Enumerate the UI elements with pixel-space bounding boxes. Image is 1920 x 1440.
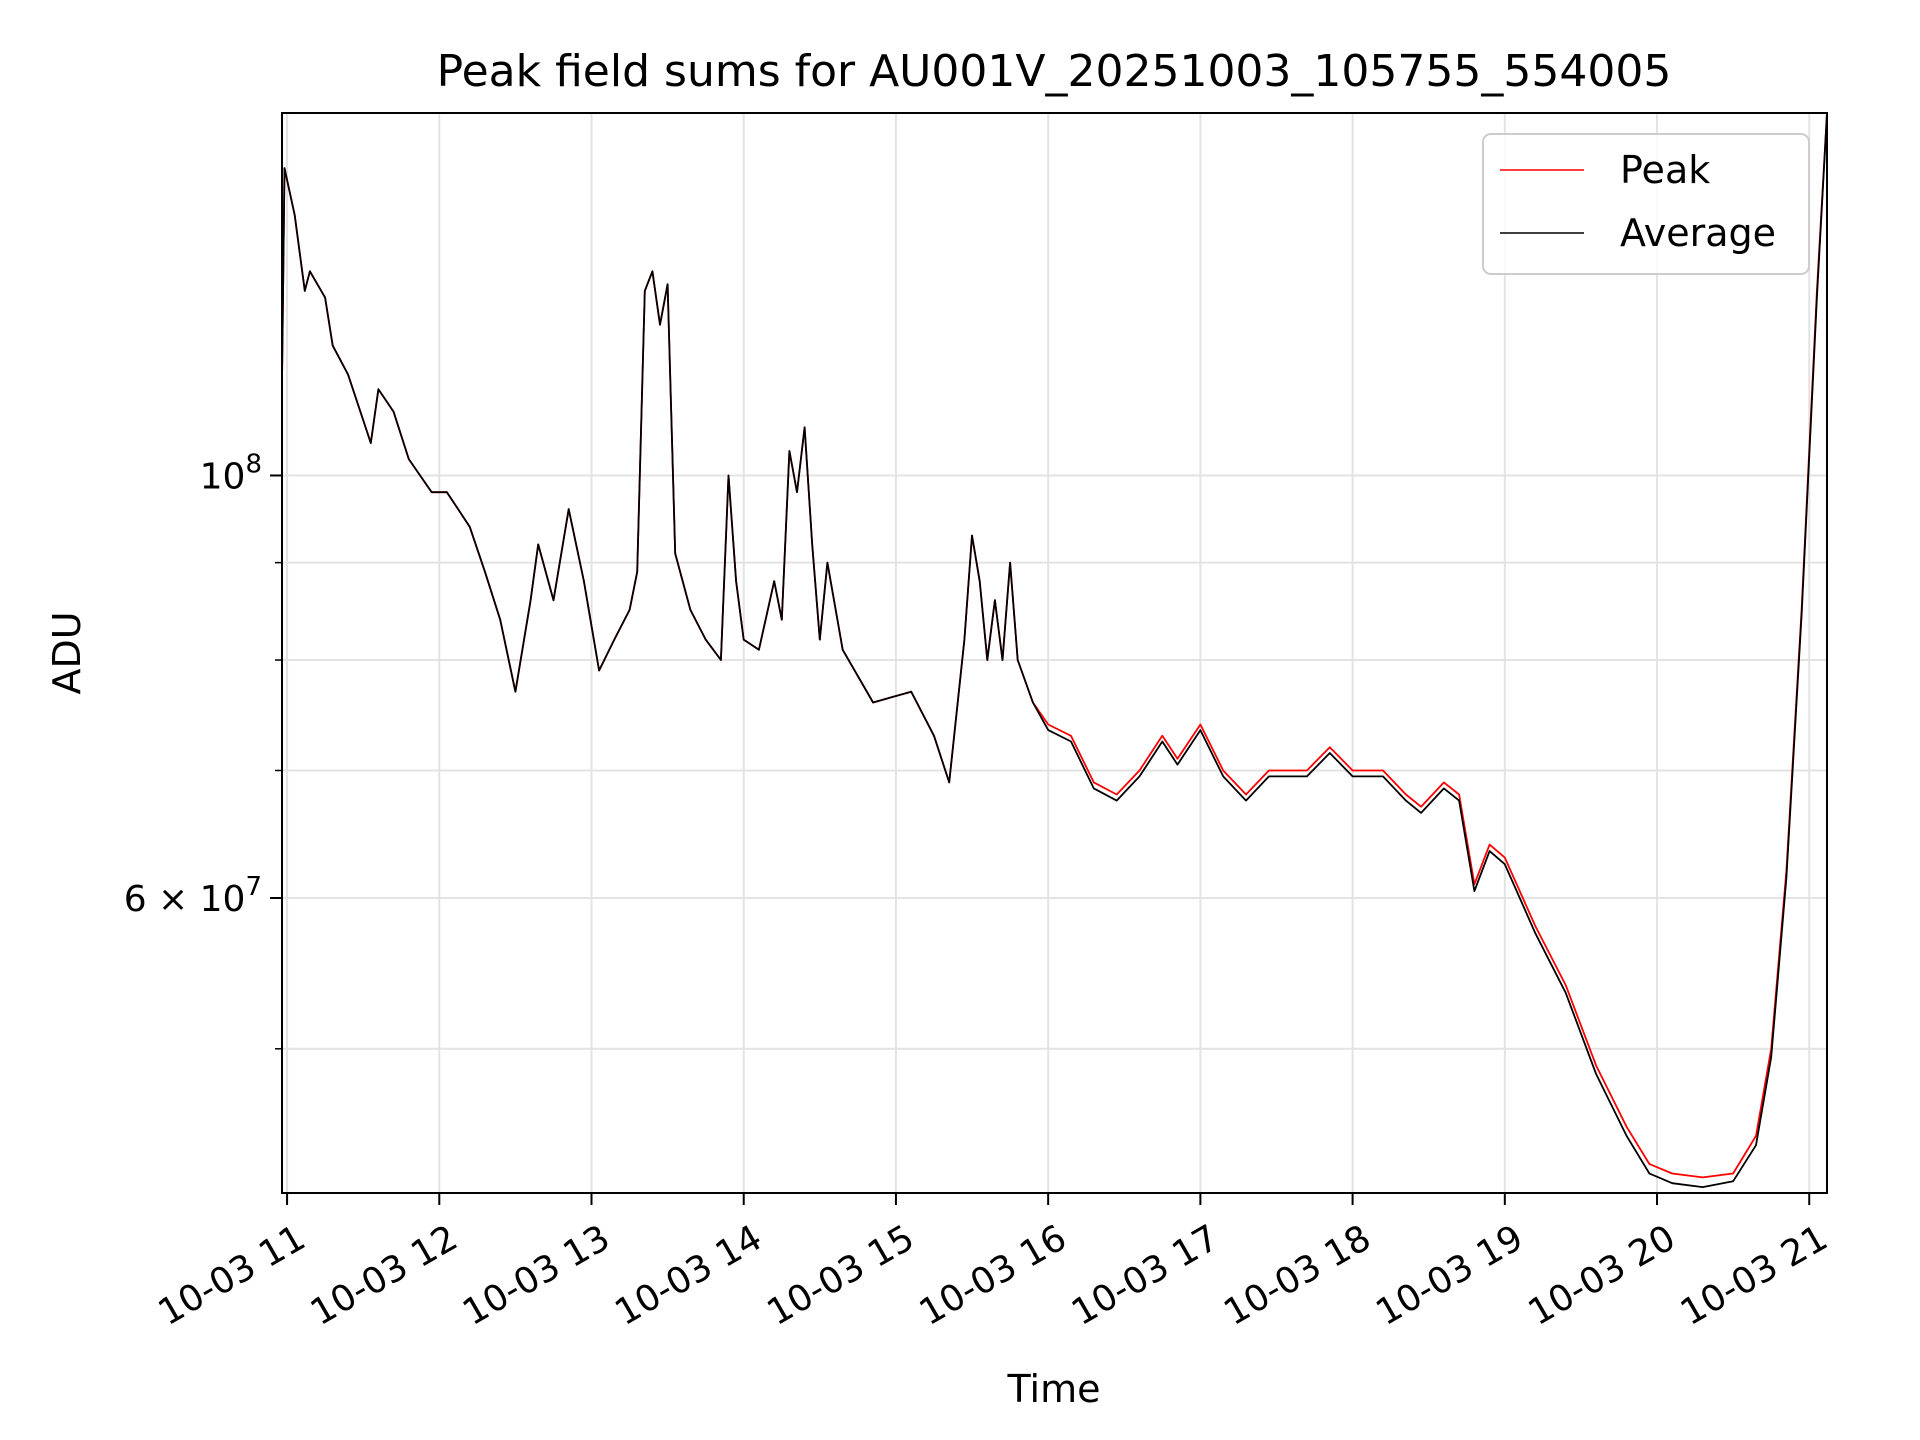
y-axis-ticks: 108 6 × 107: [124, 449, 282, 1050]
x-axis-label: Time: [1007, 1367, 1101, 1411]
chart-title: Peak field sums for AU001V_20251003_1057…: [437, 46, 1672, 97]
y-axis-label: ADU: [45, 611, 89, 694]
y-tick-label: 108: [200, 449, 262, 497]
plot-frame: [281, 112, 1828, 1194]
legend-label-average: Average: [1620, 211, 1776, 255]
legend-box: [1482, 133, 1810, 275]
series-layer: [281, 112, 1828, 1188]
series-line-average: [281, 112, 1828, 1188]
grid-lines: [282, 113, 1827, 1193]
legend: Peak Average: [1482, 133, 1810, 275]
legend-label-peak: Peak: [1620, 148, 1710, 192]
y-tick-label: 6 × 107: [124, 872, 262, 920]
